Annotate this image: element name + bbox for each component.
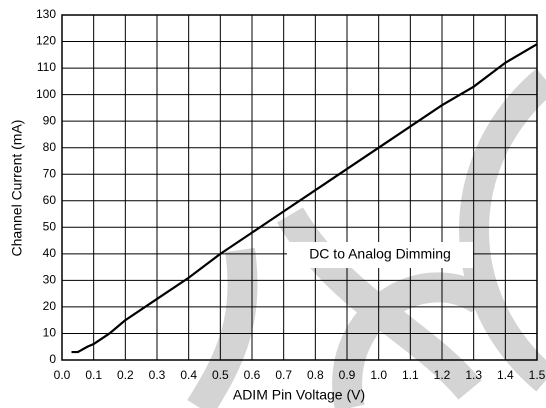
x-tick-label: 1.2: [434, 368, 451, 382]
y-tick-label: 100: [36, 87, 56, 101]
data-line: [71, 43, 538, 354]
plot-frame: [61, 14, 538, 361]
x-tick-label: 0.7: [275, 368, 292, 382]
x-tick-label: 0.8: [307, 368, 324, 382]
y-tick-label: 80: [43, 140, 57, 154]
y-tick-label: 30: [43, 273, 57, 287]
y-tick-label: 10: [43, 326, 57, 340]
x-tick-label: 0.9: [339, 368, 356, 382]
x-tick-label: 0.0: [54, 368, 71, 382]
x-tick-label: 0.6: [244, 368, 261, 382]
y-tick-label: 70: [43, 166, 57, 180]
y-axis-label: Channel Current (mA): [9, 120, 25, 257]
x-axis-label: ADIM Pin Voltage (V): [233, 387, 365, 403]
watermark-stroke: [187, 247, 258, 408]
annotation: DC to Analog Dimming: [309, 246, 451, 262]
watermark-stroke: [459, 68, 546, 392]
y-tick-label: 120: [36, 34, 56, 48]
x-tick-label: 1.3: [465, 368, 482, 382]
y-tick-label: 40: [43, 246, 57, 260]
x-tick-label: 0.2: [117, 368, 134, 382]
y-tick-label: 50: [43, 219, 57, 233]
x-tick-label: 1.4: [497, 368, 514, 382]
y-tick-label: 0: [49, 352, 56, 366]
x-tick-label: 0.1: [85, 368, 102, 382]
x-tick-label: 0.4: [180, 368, 197, 382]
x-tick-label: 0.5: [212, 368, 229, 382]
x-tick-label: 1.0: [370, 368, 387, 382]
y-tick-label: 60: [43, 193, 57, 207]
x-tick-label: 1.1: [402, 368, 419, 382]
watermark-stroke: [332, 272, 489, 408]
y-tick-label: 20: [43, 299, 57, 313]
y-tick-label: 110: [37, 60, 56, 74]
y-tick-label: 130: [36, 7, 56, 21]
x-tick-label: 1.5: [529, 368, 546, 382]
x-tick-label: 0.3: [149, 368, 166, 382]
y-tick-label: 90: [43, 113, 57, 127]
annotation-box: [287, 242, 473, 268]
